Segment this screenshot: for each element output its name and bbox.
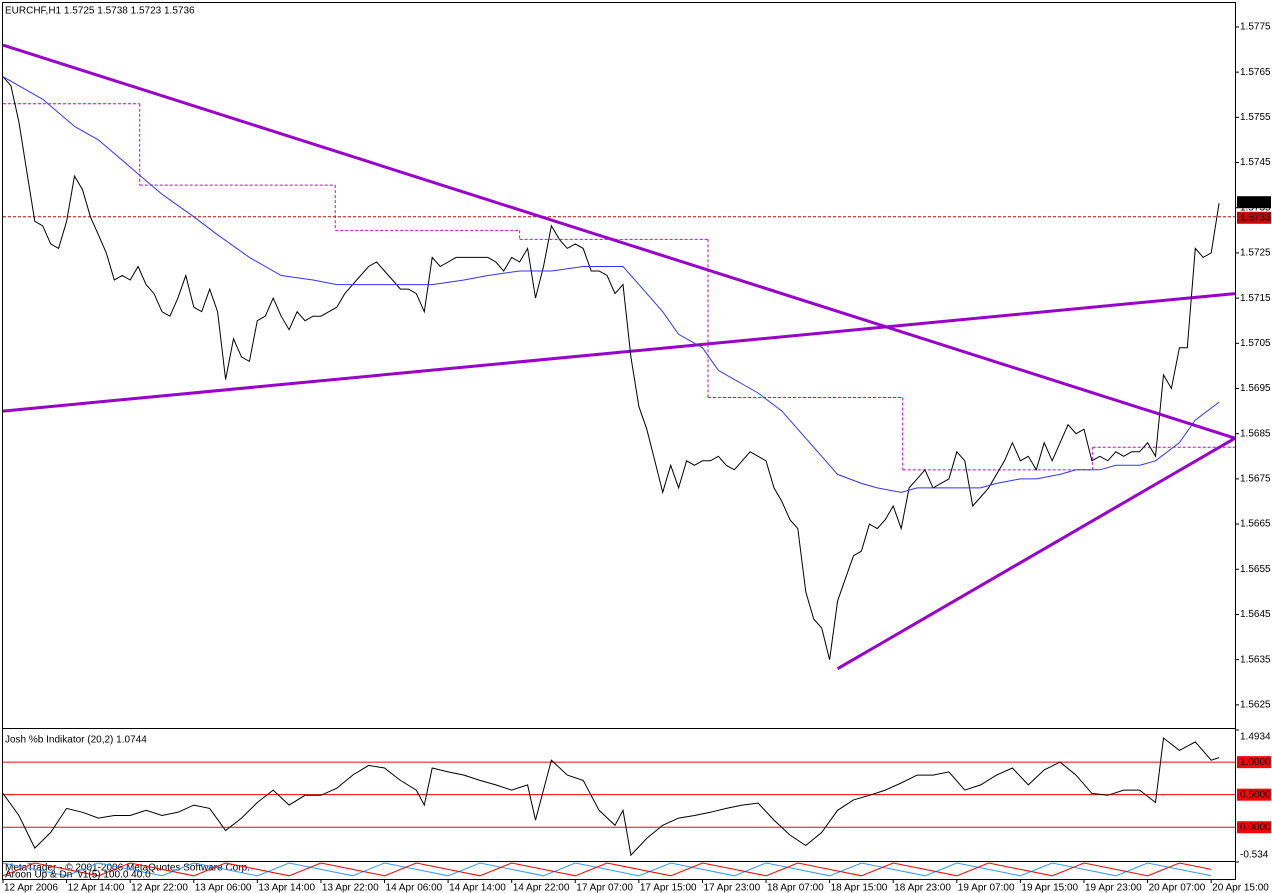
- level-label: 0.0000: [1240, 822, 1271, 833]
- panel-title: Aroon Up & Dn_v1(5) 100.0 40.0: [5, 870, 151, 881]
- y-tick-label: 1.5625: [1240, 699, 1271, 710]
- level-label: 0.5000: [1240, 789, 1271, 800]
- x-tick-label: 17 Apr 07:00: [576, 883, 633, 893]
- trendline: [2, 43, 1236, 440]
- panel-title: EURCHF,H1 1.5725 1.5738 1.5723 1.5736: [5, 6, 195, 17]
- y-tick-label: 1.5645: [1240, 609, 1271, 620]
- x-tick-label: 14 Apr 06:00: [386, 883, 443, 893]
- series-line: [2, 76, 1220, 493]
- y-tick-label: 1.5685: [1240, 428, 1271, 439]
- x-tick-label: 17 Apr 15:00: [640, 883, 697, 893]
- x-tick-label: 13 Apr 06:00: [195, 883, 252, 893]
- level-label-box: [1237, 821, 1271, 834]
- y-tick-label: -0.534: [1240, 850, 1269, 861]
- x-tick-label: 19 Apr 23:00: [1085, 883, 1142, 893]
- footer: MetaTrader - © 2001-2006 MetaQuotes Soft…: [5, 863, 250, 874]
- y-tick-label: 1.5665: [1240, 519, 1271, 530]
- x-tick-label: 18 Apr 15:00: [831, 883, 888, 893]
- level-label: 1.0000: [1240, 757, 1271, 768]
- series-line: [2, 862, 1212, 877]
- x-tick-label: 20 Apr 07:00: [1149, 883, 1206, 893]
- x-tick-label: 18 Apr 23:00: [894, 883, 951, 893]
- x-tick-label: 18 Apr 07:00: [767, 883, 824, 893]
- y-tick-label: 1.5755: [1240, 112, 1271, 123]
- x-tick-label: 13 Apr 22:00: [322, 883, 379, 893]
- x-tick-label: 12 Apr 14:00: [68, 883, 125, 893]
- series-line: [2, 76, 1220, 660]
- x-tick-label: 17 Apr 23:00: [703, 883, 760, 893]
- chart-frame: [2, 2, 1236, 880]
- x-tick-label: 19 Apr 07:00: [958, 883, 1015, 893]
- price-label-box: [1237, 196, 1271, 209]
- trendline: [2, 292, 1236, 413]
- y-tick-label: 1.5745: [1240, 157, 1271, 168]
- y-tick-label: 1.5655: [1240, 564, 1271, 575]
- y-tick-label: 1.5765: [1240, 67, 1271, 78]
- x-tick-label: 20 Apr 15:00: [1212, 883, 1269, 893]
- price-label-box: [1237, 211, 1271, 224]
- series-line: [2, 862, 1212, 877]
- x-tick-label: 13 Apr 14:00: [258, 883, 315, 893]
- price-label: 1.5733: [1240, 212, 1271, 223]
- series-line: [2, 737, 1220, 857]
- y-tick-label: 1.5715: [1240, 293, 1271, 304]
- y-tick-label: 1.4934: [1240, 732, 1271, 743]
- y-tick-label: 1.5705: [1240, 338, 1271, 349]
- x-tick-label: 19 Apr 15:00: [1021, 883, 1078, 893]
- y-tick-label: 1.5635: [1240, 654, 1271, 665]
- x-tick-label: 12 Apr 2006: [4, 883, 58, 893]
- x-tick-label: 12 Apr 22:00: [131, 883, 188, 893]
- y-tick-label: 1.5725: [1240, 248, 1271, 259]
- x-tick-label: 14 Apr 14:00: [449, 883, 506, 893]
- y-tick-label: 1.5675: [1240, 474, 1271, 485]
- price-label: 1.5736: [1240, 197, 1271, 208]
- panel-title: Josh %b Indikator (20,2) 1.0744: [5, 735, 147, 746]
- level-label-box: [1237, 756, 1271, 769]
- x-tick-label: 14 Apr 22:00: [513, 883, 570, 893]
- level-label-box: [1237, 788, 1271, 801]
- y-tick-label: 1.5695: [1240, 383, 1271, 394]
- y-tick-label: 1.5775: [1240, 22, 1271, 33]
- trendline: [836, 436, 1236, 670]
